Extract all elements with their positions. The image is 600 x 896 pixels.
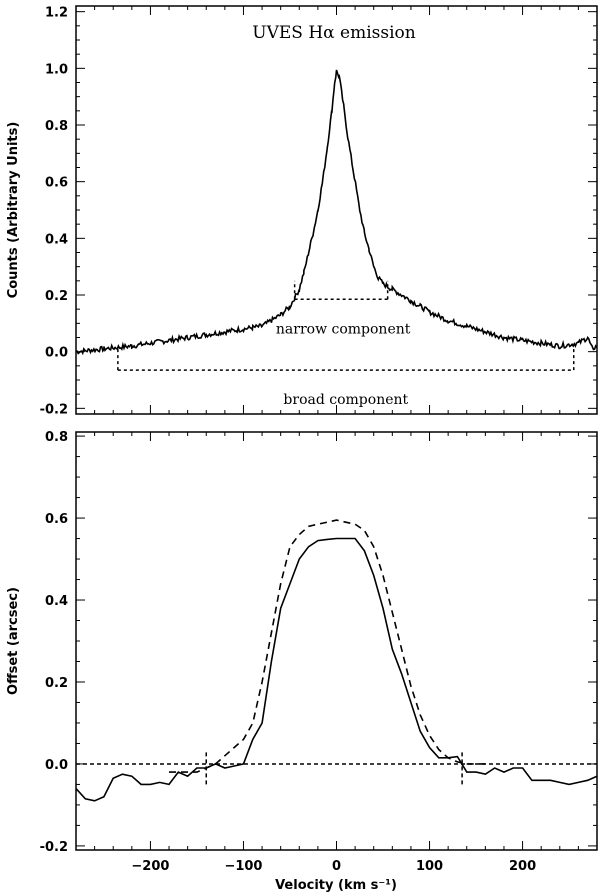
y-tick-label: -0.2 <box>40 402 68 417</box>
y-tick-label: 0.8 <box>45 119 68 134</box>
y-tick-label: -0.2 <box>40 840 68 855</box>
top-series-group <box>76 69 597 356</box>
top-annotations: narrow component broad component <box>117 280 575 408</box>
y-tick-label: 0.0 <box>45 758 68 773</box>
top-ticks: -0.2 0.0 0.2 0.4 0.6 0.8 1.0 1.2 <box>40 6 597 417</box>
bottom-panel: Offset (arcsec) Velocity (km s⁻¹) -0.2 0.… <box>6 430 598 893</box>
bottom-series-group <box>76 519 597 802</box>
solid-series-line <box>76 537 597 802</box>
y-tick-label: 0.4 <box>45 594 68 609</box>
y-tick-label: 0.8 <box>45 430 68 445</box>
y-tick-label: 0.6 <box>45 176 68 191</box>
bottom-plot-frame <box>75 431 598 851</box>
y-tick-label: 0.2 <box>45 676 68 691</box>
component-label: narrow component <box>276 321 411 337</box>
top-chart-title: UVES Hα emission <box>252 23 416 43</box>
solid-series-line <box>76 69 597 356</box>
y-tick-label: 1.0 <box>45 62 68 77</box>
y-tick-label: 0.4 <box>45 232 68 247</box>
component-label: broad component <box>283 392 408 408</box>
y-tick-label: 0.6 <box>45 512 68 527</box>
y-tick-label: 0.2 <box>45 289 68 304</box>
x-tick-label: 200 <box>509 859 536 874</box>
top-plot-frame <box>75 5 598 415</box>
y-tick-label: 1.2 <box>45 6 68 21</box>
bottom-ticks: -0.2 0.0 0.2 0.4 0.6 0.8 −200 −100 0 100 200 <box>40 430 597 874</box>
x-tick-label: −200 <box>131 859 169 874</box>
x-axis-title: Velocity (km s⁻¹) <box>275 878 397 893</box>
x-tick-label: −100 <box>224 859 262 874</box>
x-tick-label: 100 <box>416 859 443 874</box>
bottom-y-axis-title: Offset (arcsec) <box>6 587 21 695</box>
y-tick-label: 0.0 <box>45 346 68 361</box>
x-tick-label: 0 <box>332 859 341 874</box>
top-panel: UVES Hα emission Counts (Arbitrary Units… <box>6 5 598 417</box>
top-y-axis-title: Counts (Arbitrary Units) <box>6 122 21 299</box>
dashed-series-line <box>169 519 486 773</box>
